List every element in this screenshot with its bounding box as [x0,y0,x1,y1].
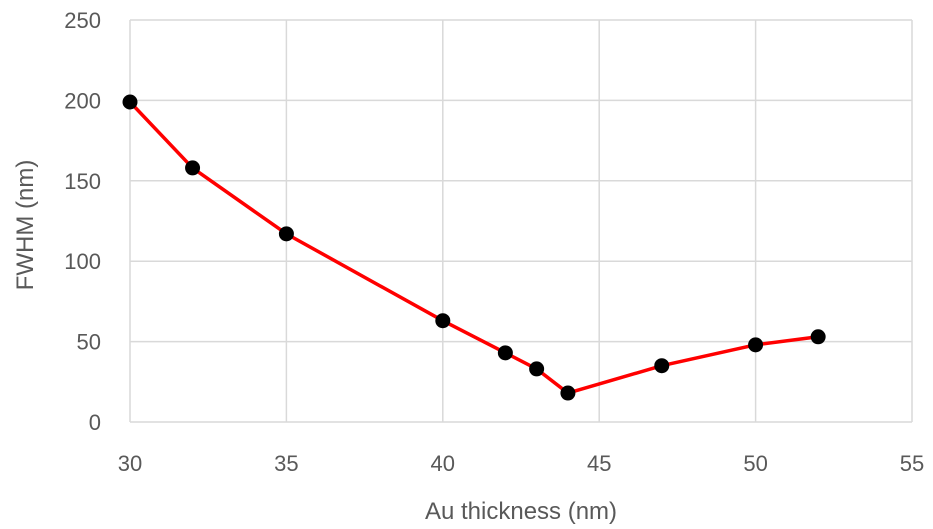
y-tick-label: 0 [89,410,101,435]
data-point [185,160,201,176]
data-point [497,345,513,361]
y-tick-labels: 0 50 100 150 200 250 [64,8,101,435]
data-point [122,94,138,110]
y-tick-label: 150 [64,169,101,194]
x-tick-label: 35 [274,451,298,476]
series-line [128,100,819,395]
x-tick-label: 40 [431,451,455,476]
x-tick-label: 30 [118,451,142,476]
y-tick-label: 250 [64,8,101,33]
x-tick-label: 55 [900,451,924,476]
data-point [529,361,545,377]
gridlines [129,19,913,423]
data-point [654,358,670,374]
data-point [560,385,576,401]
data-point [810,329,826,345]
y-axis-title: FWHM (nm) [12,160,39,291]
x-tick-label: 50 [743,451,767,476]
data-point [435,313,451,329]
x-tick-label: 45 [587,451,611,476]
y-tick-label: 200 [64,88,101,113]
data-point [278,226,294,242]
x-tick-labels: 30 35 40 45 50 55 [118,451,924,476]
y-tick-label: 100 [64,249,101,274]
x-axis-title: Au thickness (nm) [425,498,617,525]
data-point [748,337,764,353]
y-tick-label: 50 [77,330,101,355]
series-group [122,94,826,401]
